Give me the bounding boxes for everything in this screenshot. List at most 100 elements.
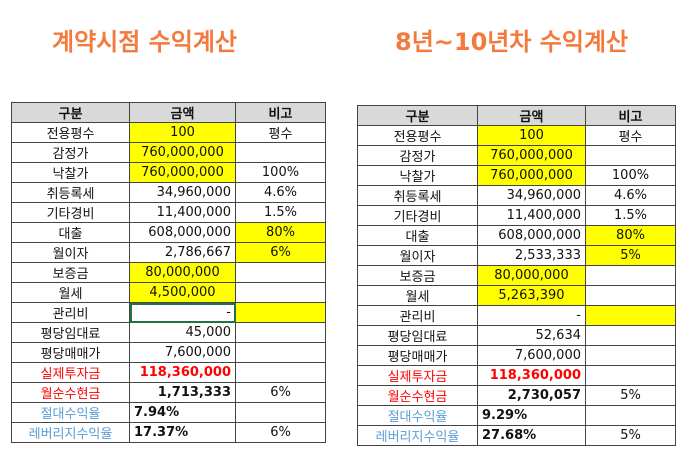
row-amount[interactable]: 80,000,000	[129, 262, 236, 283]
row-note[interactable]: 100%	[585, 165, 676, 186]
row-note[interactable]	[235, 282, 326, 303]
row-note[interactable]	[235, 322, 326, 343]
row-amount[interactable]: 5,263,390	[477, 285, 586, 306]
row-label[interactable]: 낙찰가	[357, 165, 478, 186]
header-category[interactable]: 구분	[11, 102, 130, 123]
row-label[interactable]: 기타경비	[11, 202, 130, 223]
header-category[interactable]: 구분	[357, 105, 478, 126]
row-amount[interactable]: 7,600,000	[129, 342, 236, 363]
row-amount[interactable]: 2,786,667	[129, 242, 236, 263]
row-label[interactable]: 감정가	[11, 142, 130, 163]
row-note[interactable]: 6%	[235, 422, 326, 443]
row-note[interactable]	[585, 405, 676, 426]
row-note[interactable]	[235, 302, 326, 323]
row-amount[interactable]: 608,000,000	[477, 225, 586, 246]
row-label[interactable]: 평당임대료	[11, 322, 130, 343]
row-label[interactable]: 평당임대료	[357, 325, 478, 346]
row-amount[interactable]: 17.37%	[129, 422, 236, 443]
row-amount[interactable]: 760,000,000	[477, 165, 586, 186]
row-amount[interactable]: 27.68%	[477, 425, 586, 446]
row-label[interactable]: 월세	[357, 285, 478, 306]
row-amount[interactable]: 2,533,333	[477, 245, 586, 266]
row-note[interactable]: 100%	[235, 162, 326, 183]
row-label[interactable]: 월이자	[11, 242, 130, 263]
row-note[interactable]	[585, 345, 676, 366]
row-label[interactable]: 레버리지수익율	[357, 425, 478, 446]
row-note[interactable]: 평수	[235, 122, 326, 143]
row-label[interactable]: 낙찰가	[11, 162, 130, 183]
row-amount[interactable]: 118,360,000	[129, 362, 236, 383]
row-amount[interactable]: 34,960,000	[129, 182, 236, 203]
row-note[interactable]	[235, 402, 326, 423]
row-note[interactable]: 80%	[585, 225, 676, 246]
row-note[interactable]: 4.6%	[235, 182, 326, 203]
row-note[interactable]	[585, 325, 676, 346]
row-note[interactable]	[585, 365, 676, 386]
header-note[interactable]: 비고	[235, 102, 326, 123]
row-label[interactable]: 평당매매가	[11, 342, 130, 363]
row-note[interactable]: 6%	[235, 242, 326, 263]
row-amount[interactable]: 7.94%	[129, 402, 236, 423]
row-label[interactable]: 관리비	[11, 302, 130, 323]
row-note[interactable]: 5%	[585, 425, 676, 446]
row-label[interactable]: 전용평수	[357, 125, 478, 146]
row-label[interactable]: 전용평수	[11, 122, 130, 143]
row-label[interactable]: 대출	[11, 222, 130, 243]
row-label[interactable]: 관리비	[357, 305, 478, 326]
row-amount[interactable]: 608,000,000	[129, 222, 236, 243]
row-amount[interactable]: 11,400,000	[129, 202, 236, 223]
row-label[interactable]: 월이자	[357, 245, 478, 266]
row-note[interactable]: 1.5%	[235, 202, 326, 223]
row-label[interactable]: 절대수익율	[11, 402, 130, 423]
row-label[interactable]: 보증금	[11, 262, 130, 283]
row-amount[interactable]: 2,730,057	[477, 385, 586, 406]
row-amount[interactable]: 7,600,000	[477, 345, 586, 366]
row-note[interactable]	[585, 305, 676, 326]
row-note[interactable]: 5%	[585, 385, 676, 406]
row-label[interactable]: 월순수현금	[357, 385, 478, 406]
row-label[interactable]: 월순수현금	[11, 382, 130, 403]
row-label[interactable]: 월세	[11, 282, 130, 303]
selected-cell[interactable]: -	[129, 302, 236, 323]
row-note[interactable]: 6%	[235, 382, 326, 403]
row-label[interactable]: 보증금	[357, 265, 478, 286]
row-amount[interactable]: 34,960,000	[477, 185, 586, 206]
row-amount[interactable]: 100	[129, 122, 236, 143]
row-note[interactable]: 80%	[235, 222, 326, 243]
row-note[interactable]: 1.5%	[585, 205, 676, 226]
row-label[interactable]: 감정가	[357, 145, 478, 166]
row-note[interactable]: 평수	[585, 125, 676, 146]
row-amount[interactable]: 760,000,000	[129, 162, 236, 183]
row-note[interactable]	[235, 342, 326, 363]
row-amount[interactable]: 80,000,000	[477, 265, 586, 286]
row-label[interactable]: 절대수익율	[357, 405, 478, 426]
row-amount[interactable]: 118,360,000	[477, 365, 586, 386]
row-note[interactable]	[585, 285, 676, 306]
row-amount[interactable]: 52,634	[477, 325, 586, 346]
row-amount[interactable]: 760,000,000	[477, 145, 586, 166]
header-note[interactable]: 비고	[585, 105, 676, 126]
row-label[interactable]: 실제투자금	[11, 362, 130, 383]
row-note[interactable]	[235, 362, 326, 383]
header-amount[interactable]: 금액	[129, 102, 236, 123]
row-note[interactable]	[235, 262, 326, 283]
row-note[interactable]	[585, 265, 676, 286]
row-amount[interactable]: 4,500,000	[129, 282, 236, 303]
row-note[interactable]: 4.6%	[585, 185, 676, 206]
row-amount[interactable]: 45,000	[129, 322, 236, 343]
row-amount[interactable]: 760,000,000	[129, 142, 236, 163]
row-label[interactable]: 취등록세	[357, 185, 478, 206]
row-label[interactable]: 기타경비	[357, 205, 478, 226]
row-label[interactable]: 실제투자금	[357, 365, 478, 386]
row-label[interactable]: 평당매매가	[357, 345, 478, 366]
row-label[interactable]: 취등록세	[11, 182, 130, 203]
header-amount[interactable]: 금액	[477, 105, 586, 126]
row-label[interactable]: 레버리지수익율	[11, 422, 130, 443]
row-note[interactable]	[585, 145, 676, 166]
row-note[interactable]	[235, 142, 326, 163]
row-amount[interactable]: 9.29%	[477, 405, 586, 426]
row-note[interactable]: 5%	[585, 245, 676, 266]
row-amount[interactable]: -	[477, 305, 586, 326]
row-label[interactable]: 대출	[357, 225, 478, 246]
row-amount[interactable]: 11,400,000	[477, 205, 586, 226]
